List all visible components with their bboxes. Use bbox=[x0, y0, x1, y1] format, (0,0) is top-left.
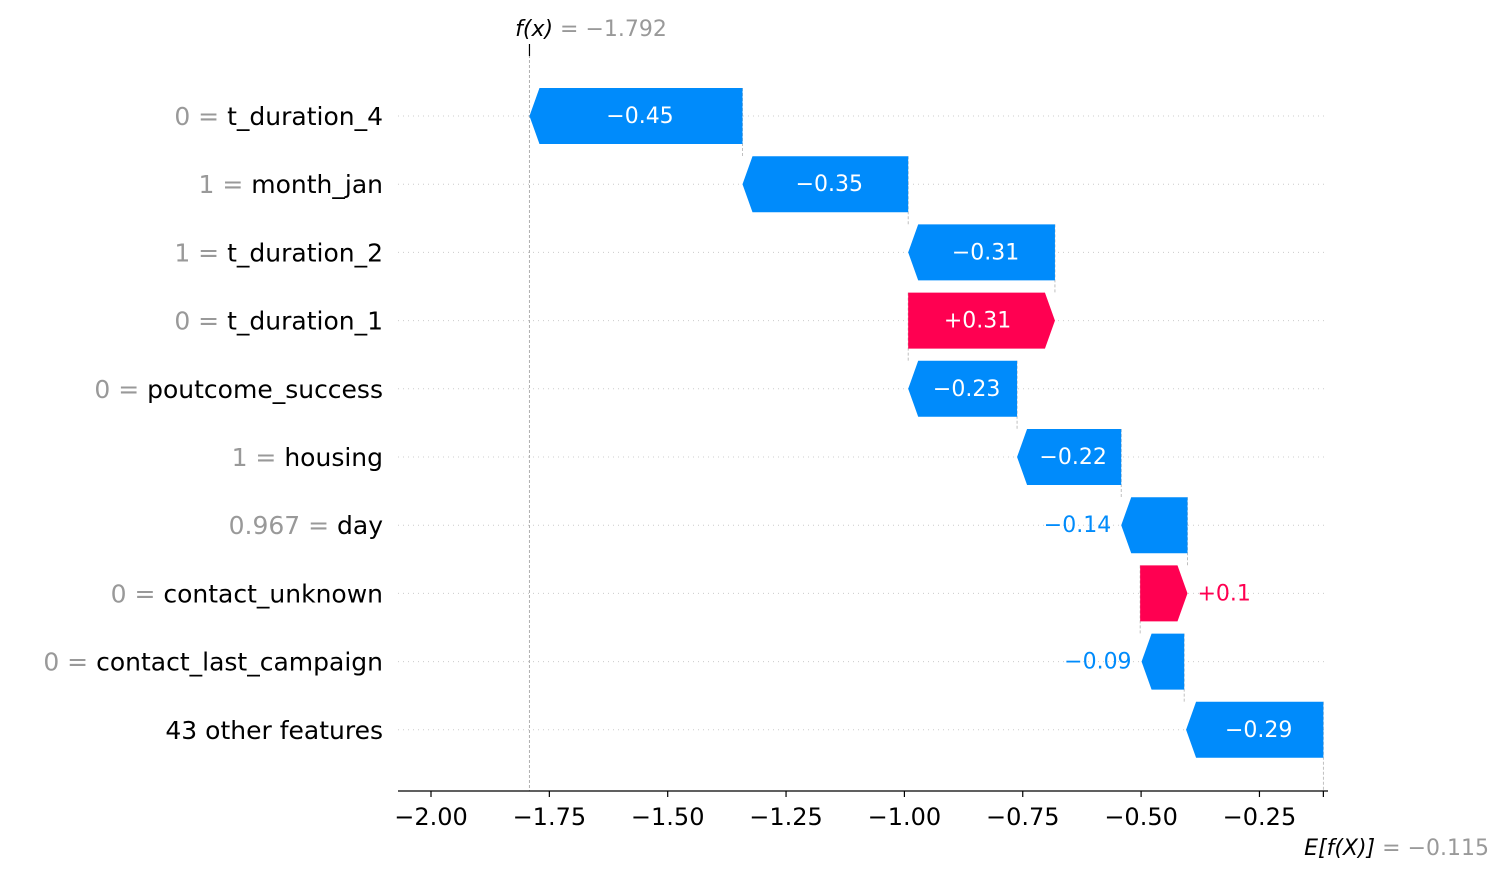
x-tick-label: −0.50 bbox=[1104, 803, 1178, 831]
x-tick-label: −1.00 bbox=[868, 803, 942, 831]
bar bbox=[529, 88, 743, 144]
feature-labels: 0 = t_duration_4 1 = month_jan 1 = t_durat… bbox=[43, 102, 383, 745]
fx-annotation: f(x) = −1.792 bbox=[515, 17, 667, 42]
reference-lines bbox=[528, 44, 1324, 797]
feature-label: 1 = t_duration_2 bbox=[174, 238, 383, 267]
bar-label: −0.29 bbox=[1225, 718, 1292, 743]
x-tick-label: −0.75 bbox=[986, 803, 1060, 831]
bar-label: −0.09 bbox=[1064, 650, 1131, 675]
feature-label: 0 = contact_last_campaign bbox=[43, 648, 383, 677]
bar-label: +0.1 bbox=[1197, 581, 1250, 606]
bar bbox=[742, 156, 909, 213]
feature-label: 0 = poutcome_success bbox=[94, 375, 383, 404]
bar bbox=[1186, 701, 1324, 758]
feature-label: 43 other features bbox=[165, 716, 383, 745]
bar-label: +0.31 bbox=[944, 309, 1011, 334]
feature-label: 1 = month_jan bbox=[198, 170, 383, 199]
bar-label: −0.31 bbox=[952, 240, 1019, 265]
bar bbox=[1140, 565, 1188, 622]
x-tick-label: −0.25 bbox=[1223, 803, 1297, 831]
bar bbox=[908, 360, 1018, 417]
bar bbox=[1121, 497, 1188, 554]
expected-value-annotation: E[f(X)] = −0.115 bbox=[1304, 836, 1489, 861]
feature-label: 0 = t_duration_1 bbox=[174, 307, 383, 336]
bar bbox=[1017, 429, 1122, 485]
bar-label: −0.45 bbox=[606, 104, 673, 129]
feature-label: 0.967 = day bbox=[229, 511, 384, 540]
x-tick-label: −2.00 bbox=[394, 803, 468, 831]
feature-label: 0 = t_duration_4 bbox=[174, 102, 383, 131]
bar bbox=[908, 224, 1055, 281]
feature-label: 1 = housing bbox=[232, 443, 383, 472]
bars: −0.45 −0.35 −0.31 +0.31 −0.23 −0.22 −0.14 +0.1 −… bbox=[529, 88, 1324, 758]
x-tick-label: −1.50 bbox=[631, 803, 705, 831]
bar-label: −0.14 bbox=[1044, 513, 1111, 538]
x-tick-label: −1.25 bbox=[749, 803, 823, 831]
x-axis: −2.00 −1.75 −1.50 −1.25 −1.00 −0.75 −0.50 −0.25 bbox=[394, 790, 1328, 831]
bar-label: −0.23 bbox=[933, 377, 1000, 402]
feature-label: 0 = contact_unknown bbox=[111, 579, 383, 608]
bar-label: −0.35 bbox=[796, 172, 863, 197]
bar-label: −0.22 bbox=[1039, 445, 1106, 470]
bar bbox=[908, 292, 1055, 349]
bar bbox=[1141, 633, 1185, 690]
x-tick-label: −1.75 bbox=[513, 803, 587, 831]
